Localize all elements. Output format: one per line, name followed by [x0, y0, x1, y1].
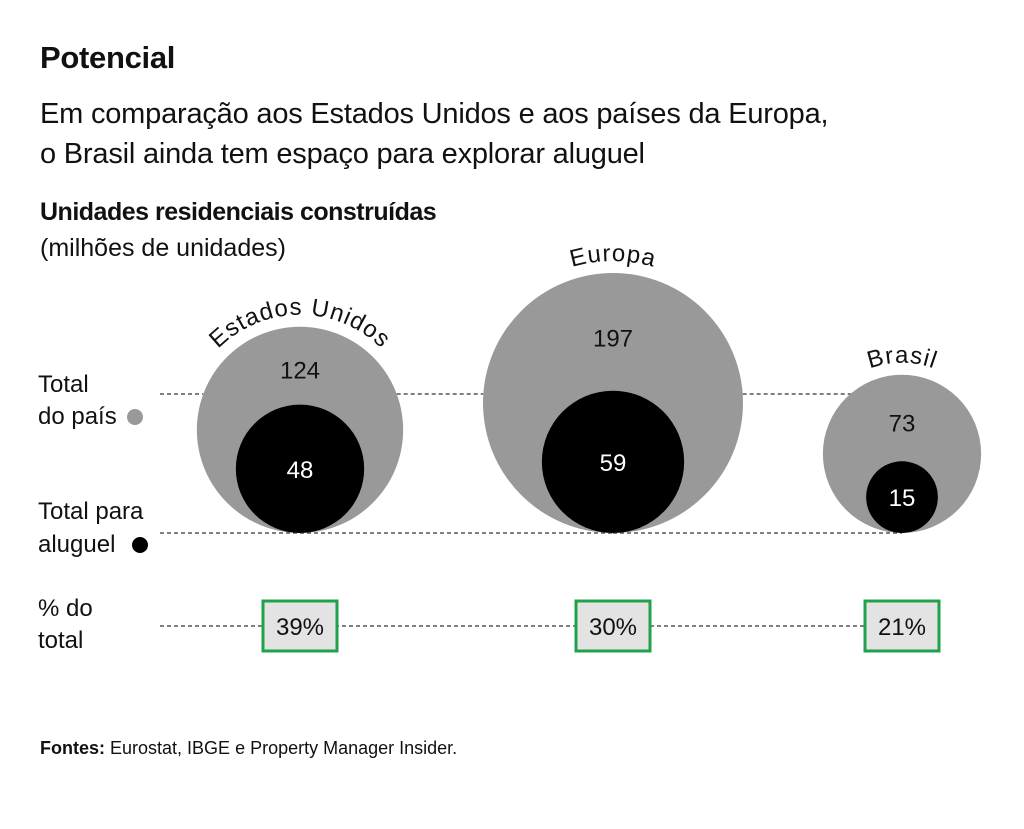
row-label-total-aluguel-line-1: Total para: [38, 498, 144, 525]
row-label-percent-line-1: % do: [38, 595, 93, 622]
percent-label-brasil: 21%: [878, 614, 926, 641]
headline-line-1: Em comparação aos Estados Unidos e aos p…: [40, 98, 829, 130]
headline: Em comparação aos Estados Unidos e aos p…: [40, 94, 1000, 174]
category-label-brasil: Brasil: [864, 342, 941, 375]
percent-box-europa: [574, 599, 652, 653]
row-label-percent-line-2: total: [38, 627, 83, 654]
bubble-aluguel-europa: [541, 390, 685, 533]
percent-label-estados-unidos: 39%: [276, 614, 324, 641]
chart-kicker: Potencial: [40, 40, 176, 75]
source-note: Fontes: Eurostat, IBGE e Property Manage…: [40, 738, 457, 759]
chart-title: Unidades residenciais construídas: [40, 198, 437, 226]
value-label-aluguel-europa: 59: [600, 450, 627, 477]
source-label: Fontes:: [40, 738, 105, 758]
value-label-total-europa: 197: [593, 326, 633, 353]
legend-dot-gray: [127, 409, 143, 425]
legend-dot-black: [132, 537, 148, 553]
bubble-total-brasil: [822, 374, 982, 533]
chart-subtitle: (milhões de unidades): [40, 234, 286, 262]
percent-box-brasil: [863, 599, 941, 653]
bubble-aluguel-estados-unidos: [235, 404, 365, 533]
percent-label-europa: 30%: [589, 614, 637, 641]
source-text: Eurostat, IBGE e Property Manager Inside…: [110, 738, 458, 758]
row-label-total-aluguel-line-2: aluguel: [38, 531, 115, 558]
row-label-total-pais-line-2: do país: [38, 403, 117, 430]
row-label-total-pais-line-1: Total: [38, 371, 89, 398]
bubble-aluguel-brasil: [866, 461, 938, 533]
percent-box-estados-unidos: [261, 599, 339, 653]
value-label-aluguel-estados-unidos: 48: [287, 457, 314, 484]
value-label-total-estados-unidos: 124: [280, 358, 320, 385]
headline-line-2: o Brasil ainda tem espaço para explorar …: [40, 138, 645, 170]
value-label-total-brasil: 73: [889, 410, 916, 437]
category-label-europa: Europa: [567, 240, 659, 273]
value-label-aluguel-brasil: 15: [889, 485, 916, 512]
